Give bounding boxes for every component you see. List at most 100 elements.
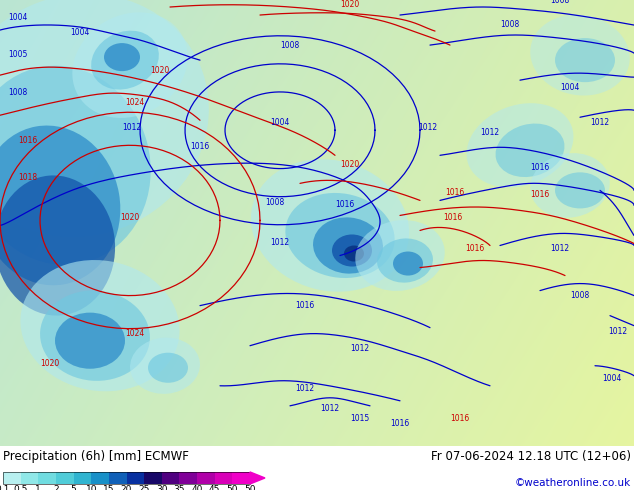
Bar [3, 472, 21, 484]
Text: 25: 25 [138, 485, 150, 490]
Bar [215, 472, 232, 484]
Text: 1015: 1015 [351, 414, 370, 423]
Text: 1008: 1008 [8, 88, 27, 97]
Ellipse shape [148, 353, 188, 383]
Text: 1008: 1008 [571, 291, 590, 299]
Ellipse shape [393, 251, 423, 275]
Text: 1012: 1012 [609, 327, 628, 336]
Text: 1004: 1004 [70, 28, 89, 37]
Ellipse shape [332, 235, 372, 267]
Bar [232, 472, 250, 484]
Bar [144, 472, 162, 484]
Ellipse shape [0, 175, 115, 316]
Ellipse shape [530, 15, 630, 96]
Text: 1024: 1024 [126, 329, 145, 338]
Text: 1004: 1004 [8, 13, 27, 22]
Text: 1008: 1008 [550, 0, 569, 5]
Polygon shape [250, 472, 265, 484]
Bar [3, 472, 250, 484]
Text: 1016: 1016 [18, 136, 37, 146]
Text: 1020: 1020 [340, 160, 359, 170]
Text: 0.5: 0.5 [13, 485, 28, 490]
Text: 1018: 1018 [18, 173, 37, 182]
Text: 1012: 1012 [481, 128, 500, 137]
Ellipse shape [555, 172, 605, 208]
Text: 1016: 1016 [531, 191, 550, 199]
Text: 1016: 1016 [443, 214, 463, 222]
Text: 1016: 1016 [465, 244, 484, 252]
Text: 1004: 1004 [270, 118, 290, 127]
Bar [38, 472, 56, 484]
Text: 50: 50 [244, 485, 256, 490]
Text: 1012: 1012 [271, 239, 290, 247]
Text: 1016: 1016 [335, 200, 354, 209]
Text: 1005: 1005 [8, 50, 27, 59]
Text: 1024: 1024 [126, 98, 145, 107]
Bar [162, 472, 179, 484]
Bar [127, 472, 144, 484]
Ellipse shape [0, 0, 209, 237]
Text: ©weatheronline.co.uk: ©weatheronline.co.uk [515, 478, 631, 488]
Text: 1016: 1016 [531, 163, 550, 172]
Bar [21, 472, 38, 484]
Ellipse shape [72, 12, 188, 118]
Text: 20: 20 [121, 485, 132, 490]
Ellipse shape [467, 103, 574, 187]
Text: 5: 5 [71, 485, 77, 490]
Ellipse shape [55, 313, 125, 369]
Ellipse shape [104, 43, 140, 71]
Text: 1020: 1020 [150, 66, 170, 75]
Text: 1016: 1016 [450, 414, 470, 423]
Bar [56, 472, 74, 484]
Text: 1020: 1020 [280, 0, 300, 2]
Text: 1020: 1020 [340, 0, 359, 9]
Ellipse shape [355, 220, 444, 291]
Ellipse shape [530, 153, 610, 218]
Text: 1008: 1008 [280, 41, 300, 50]
Text: 30: 30 [156, 485, 167, 490]
Ellipse shape [496, 123, 564, 177]
Ellipse shape [377, 239, 433, 283]
Ellipse shape [285, 193, 394, 278]
Text: 50: 50 [226, 485, 238, 490]
Text: 1012: 1012 [550, 244, 569, 252]
Ellipse shape [0, 125, 120, 285]
Ellipse shape [0, 66, 151, 265]
Bar [91, 472, 109, 484]
Ellipse shape [40, 291, 150, 381]
Text: 1008: 1008 [500, 20, 520, 29]
Ellipse shape [130, 338, 200, 394]
Text: 1012: 1012 [320, 404, 340, 413]
Bar [74, 472, 91, 484]
Bar [179, 472, 197, 484]
Ellipse shape [555, 38, 615, 82]
Ellipse shape [20, 260, 179, 392]
Text: 1004: 1004 [602, 374, 622, 383]
Text: 1012: 1012 [590, 118, 609, 127]
Text: 35: 35 [174, 485, 185, 490]
Ellipse shape [251, 159, 409, 292]
Text: 1016: 1016 [445, 188, 465, 197]
Text: 2: 2 [53, 485, 59, 490]
Text: Precipitation (6h) [mm] ECMWF: Precipitation (6h) [mm] ECMWF [3, 450, 189, 463]
Text: 1016: 1016 [295, 301, 314, 310]
Text: 1012: 1012 [122, 123, 141, 132]
Text: 1012: 1012 [418, 123, 437, 132]
Text: 1016: 1016 [391, 419, 410, 428]
Text: 1016: 1016 [190, 142, 210, 151]
Text: 1012: 1012 [351, 343, 370, 353]
Text: 1004: 1004 [560, 83, 579, 92]
Bar [109, 472, 127, 484]
Bar [197, 472, 215, 484]
Text: 1: 1 [36, 485, 41, 490]
Text: 1020: 1020 [120, 214, 139, 222]
Text: 1008: 1008 [266, 198, 285, 207]
Ellipse shape [313, 218, 383, 273]
Text: 1020: 1020 [41, 359, 60, 368]
Text: 1012: 1012 [295, 384, 314, 393]
Text: 15: 15 [103, 485, 115, 490]
Text: 10: 10 [86, 485, 97, 490]
Text: 0.1: 0.1 [0, 485, 10, 490]
Ellipse shape [91, 31, 159, 90]
Text: 45: 45 [209, 485, 221, 490]
